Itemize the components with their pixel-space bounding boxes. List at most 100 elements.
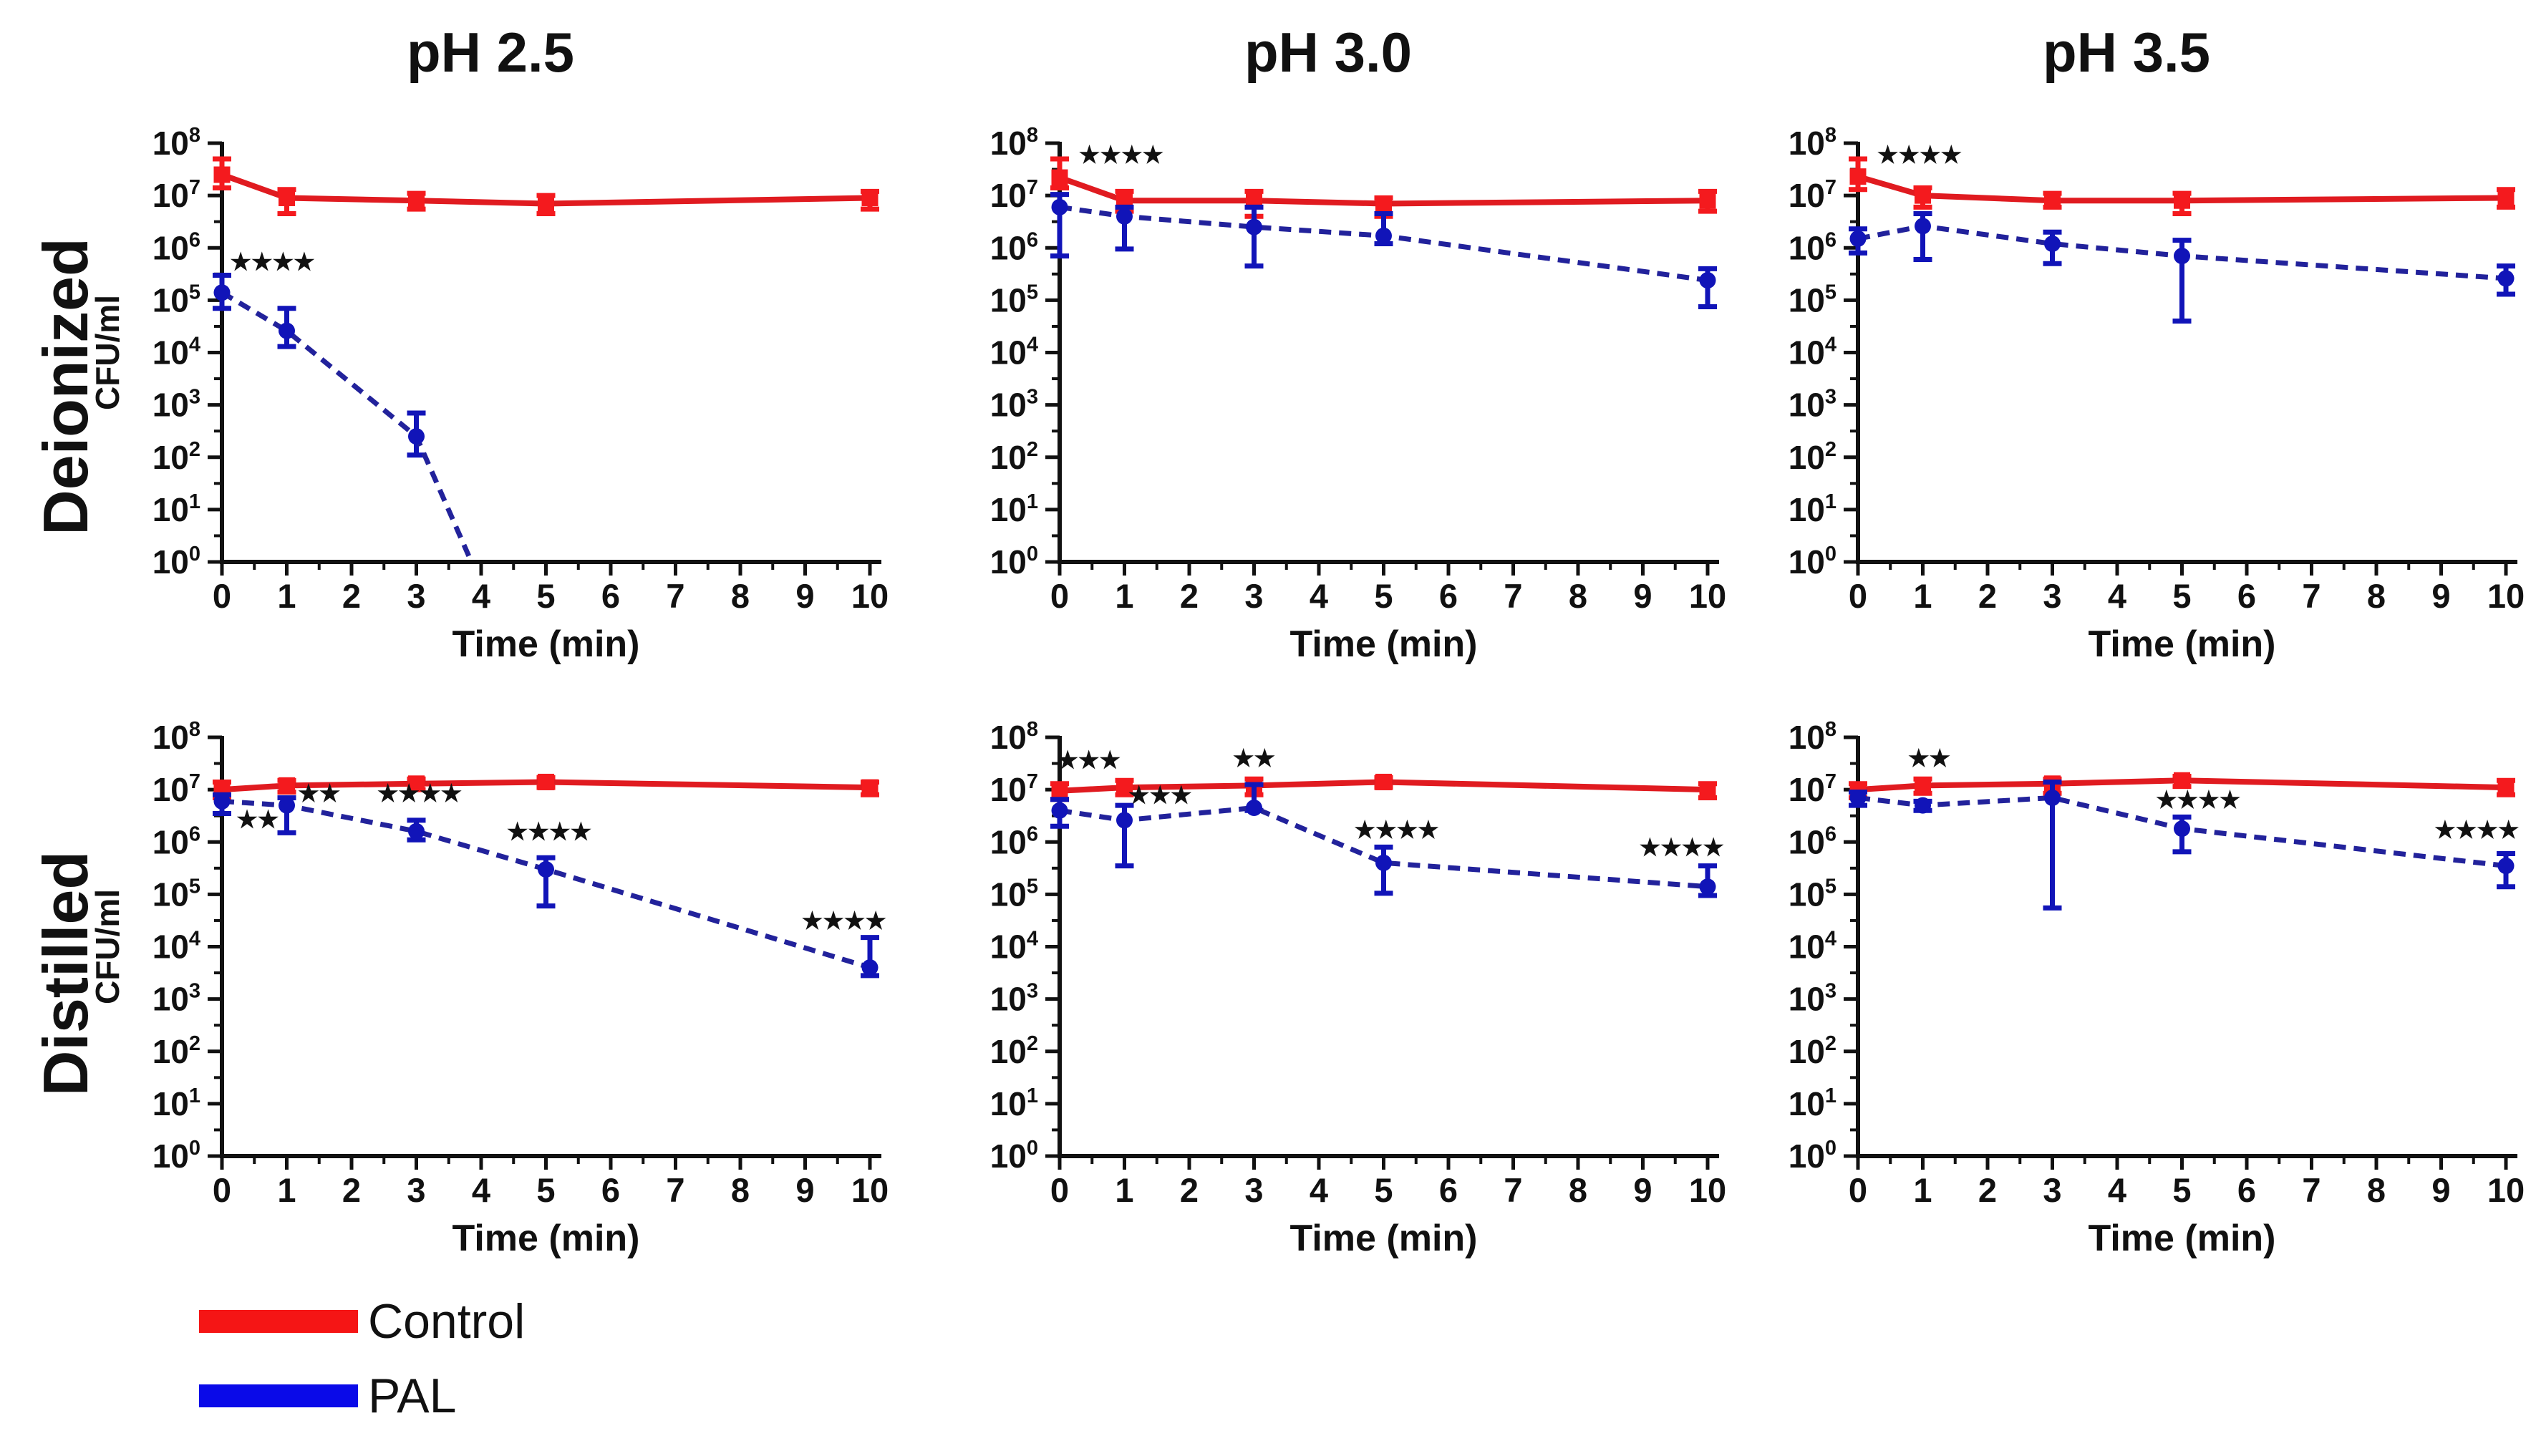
- svg-text:101: 101: [1789, 1084, 1836, 1122]
- svg-text:102: 102: [1789, 1032, 1836, 1070]
- svg-text:105: 105: [153, 281, 200, 319]
- svg-text:108: 108: [153, 718, 200, 756]
- svg-text:104: 104: [153, 928, 200, 966]
- svg-text:102: 102: [153, 1032, 200, 1070]
- significance-stars: ★★: [236, 806, 279, 833]
- svg-text:4: 4: [2108, 1171, 2126, 1209]
- svg-text:7: 7: [2302, 1171, 2321, 1209]
- svg-text:2: 2: [1180, 1171, 1199, 1209]
- svg-text:4: 4: [1310, 577, 1328, 615]
- control-series: [213, 156, 879, 216]
- svg-text:8: 8: [1569, 1171, 1587, 1209]
- svg-text:0: 0: [1050, 1171, 1069, 1209]
- y-axis-title: CFU/ml: [89, 889, 126, 1004]
- svg-text:107: 107: [1789, 770, 1836, 808]
- legend-row-control: Control: [199, 1297, 525, 1346]
- svg-text:6: 6: [2237, 577, 2256, 615]
- column-title-ph-3-0: pH 3.0: [1244, 21, 1413, 84]
- x-axis-title: Time (min): [2089, 1218, 2276, 1259]
- svg-text:100: 100: [1789, 543, 1836, 581]
- svg-text:104: 104: [153, 334, 200, 372]
- x-axis-title: Time (min): [2089, 623, 2276, 665]
- svg-text:105: 105: [990, 875, 1038, 913]
- svg-text:9: 9: [2431, 1171, 2450, 1209]
- significance-stars: ★★★★: [802, 907, 887, 933]
- svg-text:100: 100: [153, 543, 200, 581]
- column-title-ph-2-5: pH 2.5: [406, 21, 575, 84]
- svg-text:5: 5: [2172, 1171, 2191, 1209]
- significance-stars: ★★★★: [1079, 142, 1164, 168]
- svg-text:1: 1: [277, 577, 296, 615]
- svg-text:0: 0: [1050, 577, 1069, 615]
- pal-series: [1050, 782, 1717, 898]
- svg-text:104: 104: [1789, 334, 1836, 372]
- x-axis-title: Time (min): [1290, 1218, 1478, 1259]
- svg-text:0: 0: [213, 577, 231, 615]
- svg-text:6: 6: [601, 1171, 620, 1209]
- significance-stars: ★★★★: [377, 780, 463, 806]
- svg-text:10: 10: [851, 1171, 889, 1209]
- legend-label-control: Control: [368, 1294, 526, 1349]
- significance-stars: ★★★: [1057, 747, 1121, 773]
- svg-text:10: 10: [2487, 1171, 2525, 1209]
- svg-text:5: 5: [1374, 577, 1393, 615]
- svg-text:106: 106: [1789, 822, 1836, 860]
- pal-series: [1050, 192, 1717, 310]
- svg-text:10: 10: [1689, 1171, 1726, 1209]
- svg-text:107: 107: [153, 770, 200, 808]
- svg-text:6: 6: [1439, 577, 1458, 615]
- svg-text:105: 105: [153, 875, 200, 913]
- svg-text:1: 1: [1115, 1171, 1133, 1209]
- svg-text:2: 2: [342, 1171, 361, 1209]
- svg-text:108: 108: [990, 718, 1038, 756]
- svg-text:106: 106: [153, 822, 200, 860]
- significance-stars: ★★★★: [230, 248, 315, 275]
- svg-text:106: 106: [153, 228, 200, 266]
- svg-text:101: 101: [990, 1084, 1038, 1122]
- chart-distilled-ph-3-0: 100 101 102 103 104 105 106 107 108 0 1 2 3 4 5 6 7 8 9 10 T…: [990, 718, 1726, 1259]
- svg-text:8: 8: [1569, 577, 1587, 615]
- svg-text:5: 5: [1374, 1171, 1393, 1209]
- svg-text:2: 2: [1180, 577, 1199, 615]
- svg-text:102: 102: [1789, 438, 1836, 476]
- svg-text:0: 0: [1849, 577, 1867, 615]
- svg-text:1: 1: [1913, 577, 1932, 615]
- svg-text:8: 8: [2367, 1171, 2386, 1209]
- significance-stars: ★★★★: [1354, 816, 1439, 843]
- column-title-ph-3-5: pH 3.5: [2042, 21, 2211, 84]
- svg-text:100: 100: [1789, 1137, 1836, 1175]
- svg-text:108: 108: [153, 124, 200, 162]
- svg-text:107: 107: [990, 770, 1038, 808]
- x-axis-title: Time (min): [453, 1218, 640, 1259]
- control-color-swatch: [199, 1310, 358, 1333]
- svg-text:3: 3: [1244, 577, 1263, 615]
- svg-text:100: 100: [990, 1137, 1038, 1175]
- svg-text:4: 4: [2108, 577, 2126, 615]
- svg-text:3: 3: [407, 577, 425, 615]
- legend: Control PAL: [199, 1297, 525, 1420]
- svg-text:105: 105: [1789, 875, 1836, 913]
- svg-text:108: 108: [1789, 718, 1836, 756]
- svg-text:101: 101: [153, 490, 200, 528]
- svg-text:5: 5: [536, 577, 555, 615]
- svg-text:106: 106: [990, 228, 1038, 266]
- svg-text:106: 106: [1789, 228, 1836, 266]
- chart-deionized-ph-2-5: 100 101 102 103 104 105 106 107 108 0 1 2 3 4 5 6 7 8 9 10 T…: [89, 124, 889, 665]
- svg-text:3: 3: [407, 1171, 425, 1209]
- chart-deionized-ph-3-0: 100 101 102 103 104 105 106 107 108 0 1 2 3 4 5 6 7 8 9 10 T…: [990, 124, 1726, 665]
- y-axis-title: CFU/ml: [89, 295, 126, 410]
- svg-text:6: 6: [1439, 1171, 1458, 1209]
- pal-series: [1849, 779, 2515, 911]
- svg-text:3: 3: [2043, 1171, 2061, 1209]
- svg-text:105: 105: [1789, 281, 1836, 319]
- svg-text:1: 1: [1913, 1171, 1932, 1209]
- svg-text:103: 103: [990, 980, 1038, 1018]
- svg-text:102: 102: [153, 438, 200, 476]
- svg-text:8: 8: [731, 577, 750, 615]
- svg-text:4: 4: [472, 577, 490, 615]
- svg-text:106: 106: [990, 822, 1038, 860]
- control-series: [1849, 156, 2515, 216]
- svg-text:102: 102: [990, 1032, 1038, 1070]
- svg-text:8: 8: [731, 1171, 750, 1209]
- svg-text:104: 104: [990, 334, 1038, 372]
